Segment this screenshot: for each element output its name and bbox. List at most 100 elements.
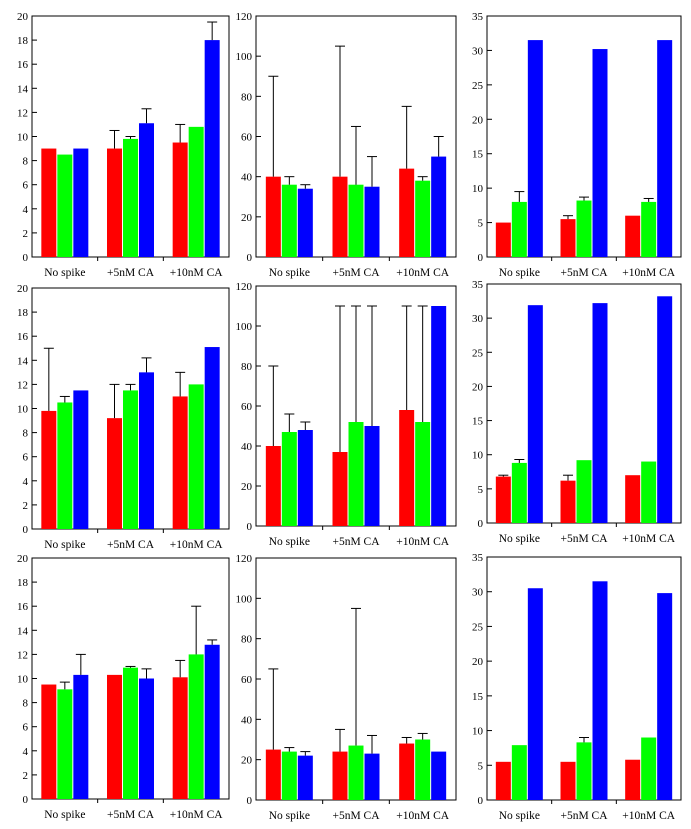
bar-s2-0 [57, 689, 73, 799]
bar-s3-1 [139, 372, 154, 529]
x-category-label: No spike [269, 267, 310, 279]
x-category-label: +10nM CA [622, 267, 676, 279]
y-tick-label: 60 [241, 401, 253, 413]
x-category-label: +10nM CA [170, 809, 224, 821]
x-category-label: No spike [499, 267, 540, 279]
y-tick-label: 80 [241, 634, 253, 646]
y-tick-label: 10 [17, 674, 29, 686]
x-category-label: +10nM CA [396, 810, 450, 822]
bar-s2-2 [641, 201, 657, 257]
x-category-label: No spike [44, 539, 85, 551]
bar-s3-2 [657, 40, 673, 257]
bar-s2-0 [281, 432, 297, 526]
x-category-label: +5nM CA [560, 810, 608, 822]
y-tick-label: 0 [478, 252, 484, 264]
bar-s1-2 [172, 677, 188, 799]
bar-s3-0 [527, 305, 543, 523]
y-tick-label: 20 [472, 656, 484, 668]
x-category-label: +5nM CA [107, 809, 155, 821]
bar-s3-0 [297, 755, 313, 800]
y-tick-label: 14 [17, 83, 29, 95]
chart-panel-r3c1: 0 2 4 6 8 10 12 14 16 18 20 No spike +5nM CA +10nM CA [17, 553, 230, 821]
bar-s3-1 [592, 303, 608, 523]
bar-s3-1 [364, 753, 380, 800]
x-category-label: +10nM CA [622, 533, 676, 545]
bar-s2-0 [511, 201, 527, 257]
y-tick-label: 8 [23, 156, 29, 168]
y-tick-label: 18 [17, 307, 29, 319]
bar-s1-2 [399, 410, 415, 526]
x-category-label: +5nM CA [560, 267, 608, 279]
y-tick-label: 35 [472, 279, 484, 291]
y-tick-label: 20 [241, 212, 253, 224]
y-tick-label: 120 [236, 553, 253, 565]
bar-s3-0 [73, 148, 89, 257]
bar-s2-2 [415, 180, 431, 257]
bar-s2-2 [641, 737, 657, 800]
bar-s1-0 [41, 148, 57, 257]
bar-s2-0 [57, 154, 73, 257]
y-tick-label: 10 [472, 726, 484, 738]
y-tick-label: 100 [236, 593, 253, 605]
y-tick-label: 8 [23, 698, 29, 710]
bar-s3-2 [657, 296, 673, 523]
y-tick-label: 20 [472, 114, 484, 126]
bar-s1-1 [332, 452, 348, 526]
bar-s1-0 [265, 176, 281, 257]
y-tick-label: 2 [23, 228, 29, 240]
bar-s2-1 [348, 184, 364, 257]
y-tick-label: 5 [478, 484, 484, 496]
x-category-label: +10nM CA [396, 536, 450, 548]
bar-s3-1 [139, 123, 154, 258]
y-tick-label: 10 [17, 132, 29, 144]
y-tick-label: 2 [23, 770, 29, 782]
bar-s1-0 [41, 684, 57, 799]
bar-s1-1 [107, 418, 122, 529]
bar-s3-2 [657, 593, 673, 800]
y-tick-label: 0 [247, 795, 253, 807]
y-tick-label: 0 [247, 252, 253, 264]
y-tick-label: 0 [478, 795, 484, 807]
y-tick-label: 30 [472, 313, 484, 325]
bar-s3-1 [364, 426, 380, 526]
bar-s2-1 [123, 667, 138, 799]
x-category-label: No spike [269, 810, 310, 822]
bar-s3-2 [204, 40, 220, 257]
bar-s1-1 [560, 480, 576, 523]
bar-s1-1 [560, 761, 576, 800]
y-tick-label: 60 [241, 674, 253, 686]
y-tick-label: 18 [17, 35, 29, 47]
y-tick-label: 0 [23, 794, 29, 806]
y-tick-label: 16 [17, 59, 29, 71]
bar-s3-2 [204, 644, 220, 799]
y-tick-label: 100 [236, 51, 253, 63]
bar-s1-0 [495, 761, 511, 800]
y-tick-label: 14 [17, 355, 29, 367]
bar-s3-1 [364, 186, 380, 257]
x-category-label: +5nM CA [107, 539, 155, 551]
x-category-label: +10nM CA [396, 267, 450, 279]
x-category-label: +5nM CA [332, 536, 380, 548]
bar-s1-2 [625, 215, 641, 257]
bar-s3-2 [431, 306, 447, 526]
bar-s2-1 [348, 745, 364, 800]
x-category-label: No spike [269, 536, 310, 548]
bar-s3-0 [73, 390, 89, 529]
bar-s3-1 [139, 678, 154, 799]
x-category-label: +5nM CA [332, 267, 380, 279]
bar-s1-2 [625, 759, 641, 800]
bar-s1-1 [332, 751, 348, 800]
chart-panel-r2c2: 0 20 40 60 80 100 120 No spike +5nM CA +10nM CA [236, 281, 457, 548]
bar-s1-0 [265, 446, 281, 526]
y-tick-label: 10 [472, 450, 484, 462]
x-category-label: No spike [44, 809, 85, 821]
bar-s1-0 [495, 476, 511, 523]
chart-panel-r2c3: 0 5 10 15 20 25 30 35 No spike +5nM CA +10nM CA [472, 279, 682, 545]
chart-panel-r3c2: 0 20 40 60 80 100 120 No spike +5nM CA +10nM CA [236, 553, 457, 822]
x-category-label: +10nM CA [170, 267, 224, 279]
bar-s2-2 [415, 422, 431, 526]
y-tick-label: 20 [472, 381, 484, 393]
y-tick-label: 15 [472, 691, 484, 703]
bar-s2-2 [415, 739, 431, 800]
y-tick-label: 40 [241, 441, 253, 453]
